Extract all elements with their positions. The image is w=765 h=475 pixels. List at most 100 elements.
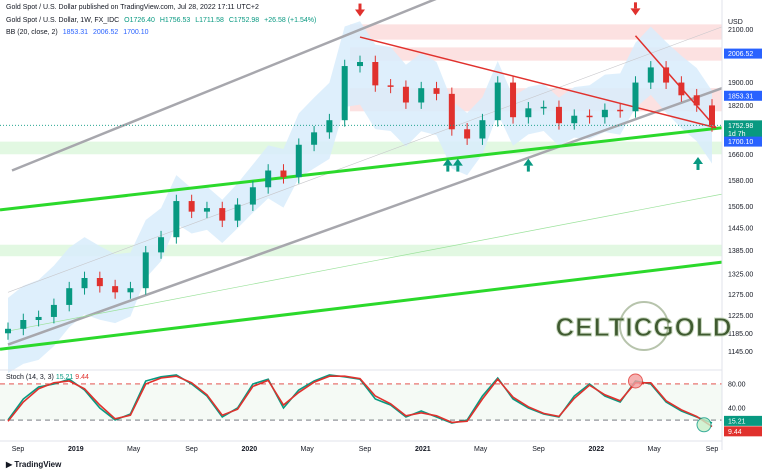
candle-body (494, 82, 501, 121)
candle-body (249, 187, 256, 205)
time-tick-label: 2020 (242, 446, 258, 453)
trend-line-lower (0, 260, 723, 351)
candle-body (280, 170, 287, 178)
candle-body (510, 82, 517, 118)
price-tag (724, 136, 762, 147)
candle-body (341, 66, 348, 121)
celticgold-logo: CELTICGOLD (555, 312, 732, 342)
published-line: Gold Spot / U.S. Dollar published on Tra… (6, 3, 262, 12)
support-zone-0 (0, 141, 722, 155)
price-tick-label: 1505.00 (728, 204, 753, 211)
candle-body (81, 277, 88, 289)
time-tick-label: 2019 (68, 446, 84, 453)
buy-arrow-icon (442, 158, 453, 166)
candle-body (357, 62, 363, 67)
stoch-tick-label: 80.00 (728, 382, 746, 389)
price-tick-label: 1445.00 (728, 225, 753, 232)
candle-body (35, 316, 42, 321)
candle-body (709, 105, 715, 126)
candle-body (173, 201, 180, 238)
upper-channel-line (11, 0, 437, 172)
stoch-legend: Stoch (14, 3, 3) 15.21 9.44 (6, 374, 89, 381)
candle-body (5, 328, 11, 334)
resistance-line-2 (634, 35, 717, 129)
tradingview-footer[interactable]: ▶ TradingView (6, 460, 61, 469)
candle-body (127, 288, 134, 293)
candle-body (632, 82, 639, 112)
price-tick-label: 2100.00 (728, 27, 753, 34)
candle-body (234, 204, 241, 221)
candle-body (663, 67, 670, 83)
support-zone-1 (0, 244, 722, 257)
price-tag-label: 2006.52 (728, 51, 753, 58)
candle-body (464, 129, 471, 139)
price-tag (724, 90, 762, 101)
price-tick-label: 1385.00 (728, 248, 753, 255)
price-tick-label: 1580.00 (728, 178, 753, 185)
price-tick-label: 1275.00 (728, 292, 753, 299)
candle-body (433, 88, 440, 94)
candle-body (20, 320, 27, 329)
candle-body (112, 286, 119, 293)
price-tag-label: 1853.31 (728, 93, 753, 100)
candle-body (295, 144, 302, 178)
trend-line-thin (7, 193, 723, 332)
stoch-tag-label: 15.21 (728, 418, 746, 425)
candle-body (418, 88, 425, 103)
price-tick-label: 1185.00 (728, 331, 753, 338)
price-tick-label: 1660.00 (728, 152, 753, 159)
stochastic-pane (0, 373, 722, 433)
stoch-band (0, 384, 722, 420)
high-value: H1756.53 (159, 17, 191, 24)
time-tick-label: Sep (12, 446, 25, 453)
candle-body (617, 109, 624, 112)
bb-line: BB (20, close, 2) 1853.31 2006.52 1700.1… (6, 28, 152, 37)
candle-body (555, 106, 562, 124)
buy-arrow-icon (523, 158, 534, 166)
candle-body (402, 86, 409, 103)
price-tick-label: 1225.00 (728, 313, 753, 320)
time-tick-label: Sep (706, 446, 719, 453)
low-value: L1711.58 (195, 17, 224, 24)
candle-body (586, 115, 593, 118)
bollinger-band-fill (8, 21, 712, 374)
change-value: +26.58 (+1.54%) (264, 17, 317, 24)
currency-label: USD (728, 19, 743, 26)
open-value: O1726.40 (124, 17, 155, 24)
price-tag (724, 128, 762, 139)
trend-line-upper (0, 126, 723, 212)
time-tick-label: May (301, 446, 315, 453)
candle-body (203, 208, 210, 212)
candle-body (311, 132, 318, 145)
candle-body (571, 115, 578, 124)
time-tick-label: May (127, 446, 141, 453)
resistance-line-1 (359, 36, 717, 129)
candle-body (540, 106, 547, 109)
bb-label: BB (20, close, 2) (6, 29, 58, 36)
symbol-text: Gold Spot / U.S. Dollar, 1W, FX_IDC (6, 17, 120, 24)
stoch-label: Stoch (14, 3, 3) (6, 374, 54, 381)
time-tick-label: Sep (359, 446, 372, 453)
candle-body (326, 120, 333, 133)
stoch-bottom-marker-icon (696, 417, 712, 433)
candle-body (66, 288, 73, 305)
candle-body (50, 304, 57, 317)
stoch-tag (724, 415, 762, 426)
candle-body (448, 93, 455, 130)
stoch-tag (724, 426, 762, 437)
price-tag (724, 120, 762, 131)
stoch-top-marker-icon (627, 373, 643, 389)
tradingview-logo-icon: ▶ (6, 460, 15, 469)
time-tick-label: Sep (185, 446, 198, 453)
resistance-zone-0 (350, 24, 722, 40)
stoch-d-value: 9.44 (75, 374, 89, 381)
sell-arrow-icon (630, 8, 641, 16)
time-tick-label: 2022 (589, 446, 605, 453)
price-tag (724, 48, 762, 59)
close-value: C1752.98 (228, 17, 260, 24)
price-tick-label: 1900.00 (728, 80, 753, 87)
stoch-tick-label: 40.00 (728, 406, 746, 413)
buy-arrow-icon (693, 156, 703, 164)
candle-body (479, 120, 486, 139)
